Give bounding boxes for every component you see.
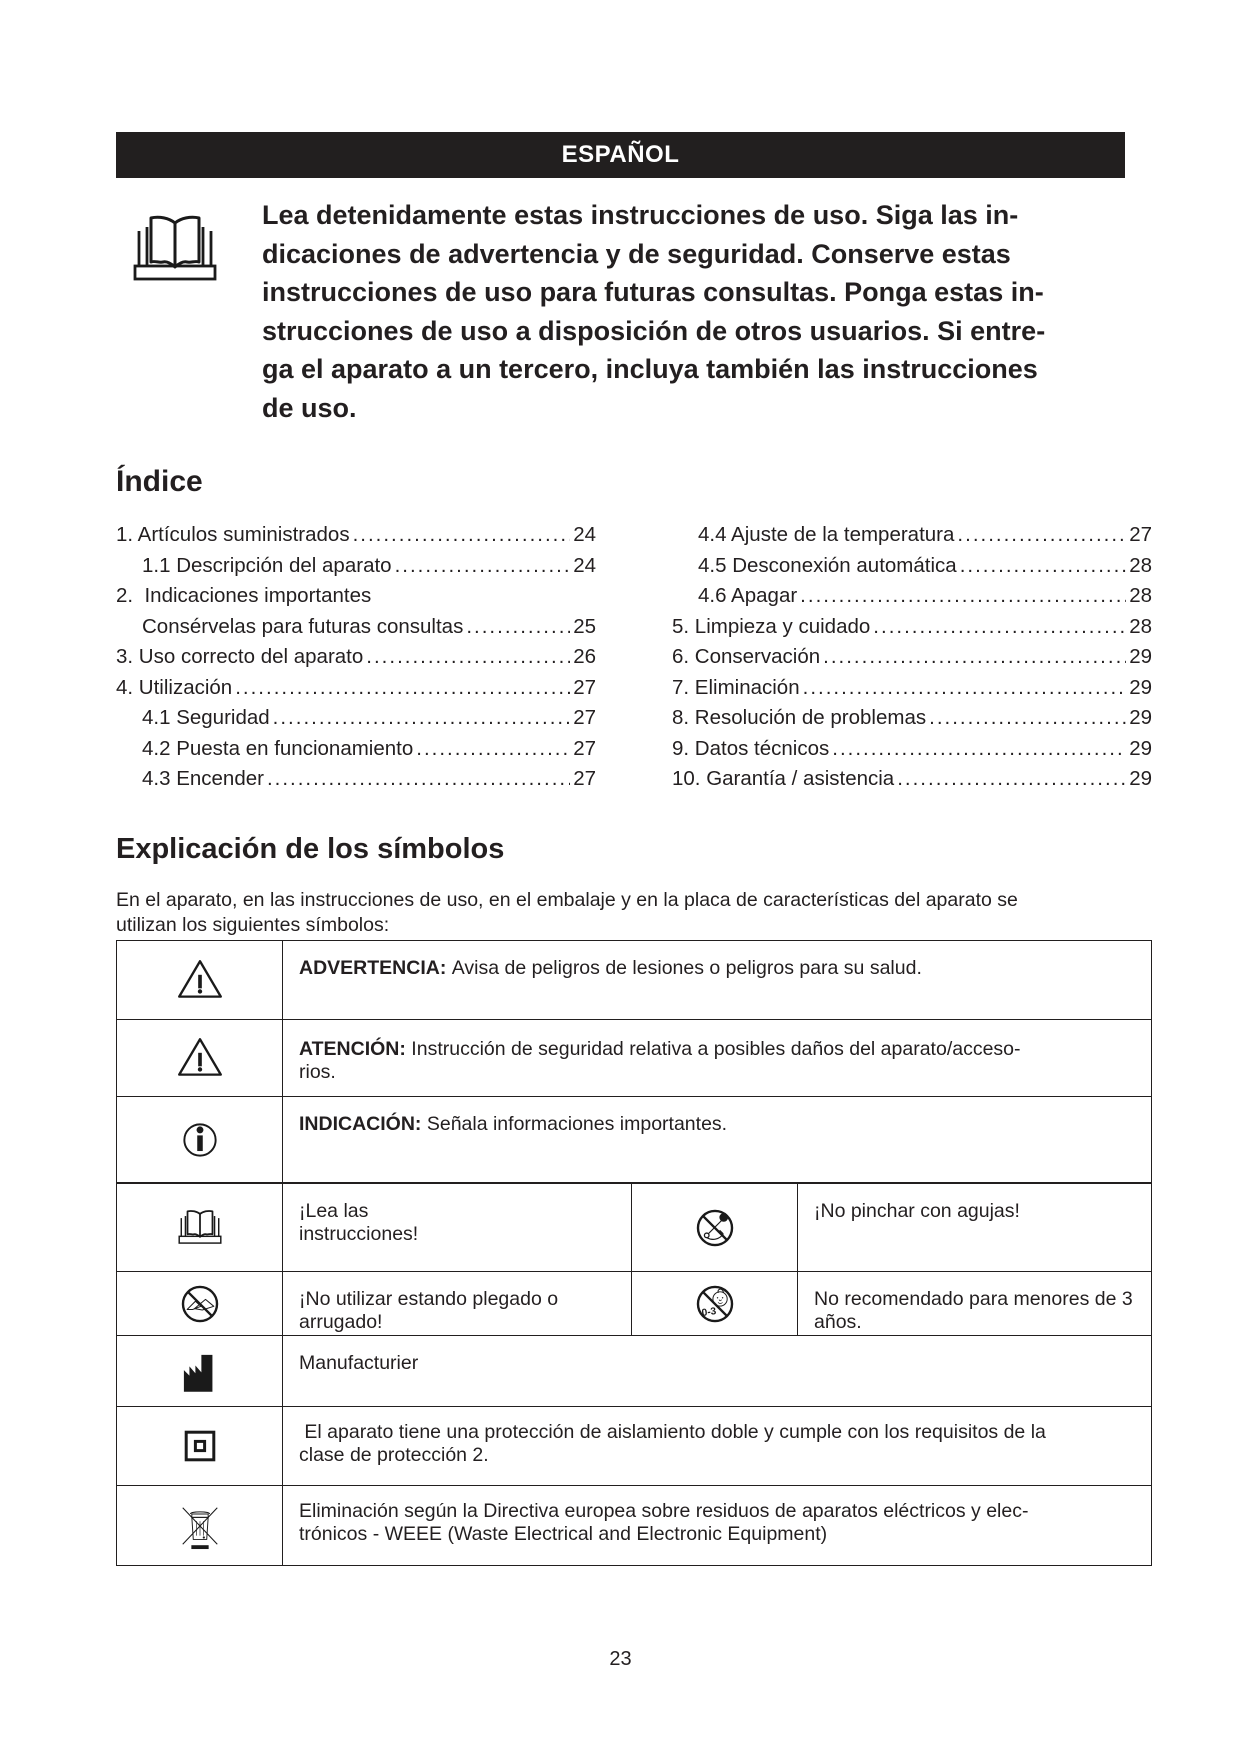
svg-text:0-3: 0-3 [701,1306,717,1319]
